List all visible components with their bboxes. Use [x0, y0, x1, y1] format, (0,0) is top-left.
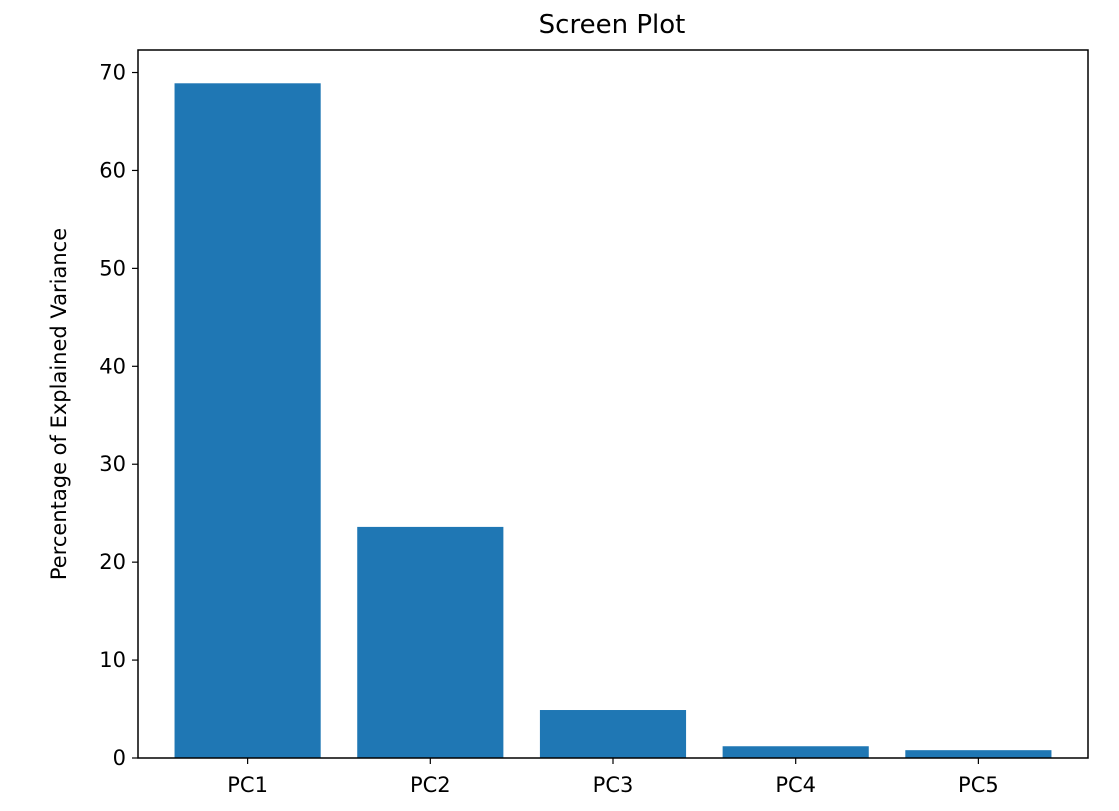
y-tick-label: 50	[99, 256, 126, 280]
x-tick-label: PC4	[775, 773, 816, 797]
chart-title: Screen Plot	[539, 10, 686, 40]
x-tick-label: PC1	[227, 773, 268, 797]
x-axis: PC1 PC2 PC3 PC4 PC5	[227, 758, 999, 797]
y-axis-title: Percentage of Explained Variance	[47, 228, 71, 580]
y-tick-label: 60	[99, 158, 126, 182]
y-tick-label: 20	[99, 550, 126, 574]
bar-pc5	[905, 750, 1052, 758]
x-tick-label: PC5	[958, 773, 999, 797]
y-tick-label: 70	[99, 61, 126, 85]
y-tick-label: 30	[99, 452, 126, 476]
x-tick-label: PC3	[593, 773, 634, 797]
y-axis: 0 10 20 30 40 50 60 70	[99, 61, 138, 770]
bar-pc1	[174, 83, 321, 759]
plot-frame	[137, 49, 1089, 759]
y-tick-label: 40	[99, 354, 126, 378]
x-tick-label: PC2	[410, 773, 451, 797]
bar-pc3	[539, 710, 687, 758]
y-tick-label: 10	[99, 648, 126, 672]
bar-pc4	[722, 746, 869, 758]
bars-layer	[174, 83, 1052, 759]
y-tick-label: 0	[113, 746, 126, 770]
bar-pc2	[357, 526, 504, 758]
